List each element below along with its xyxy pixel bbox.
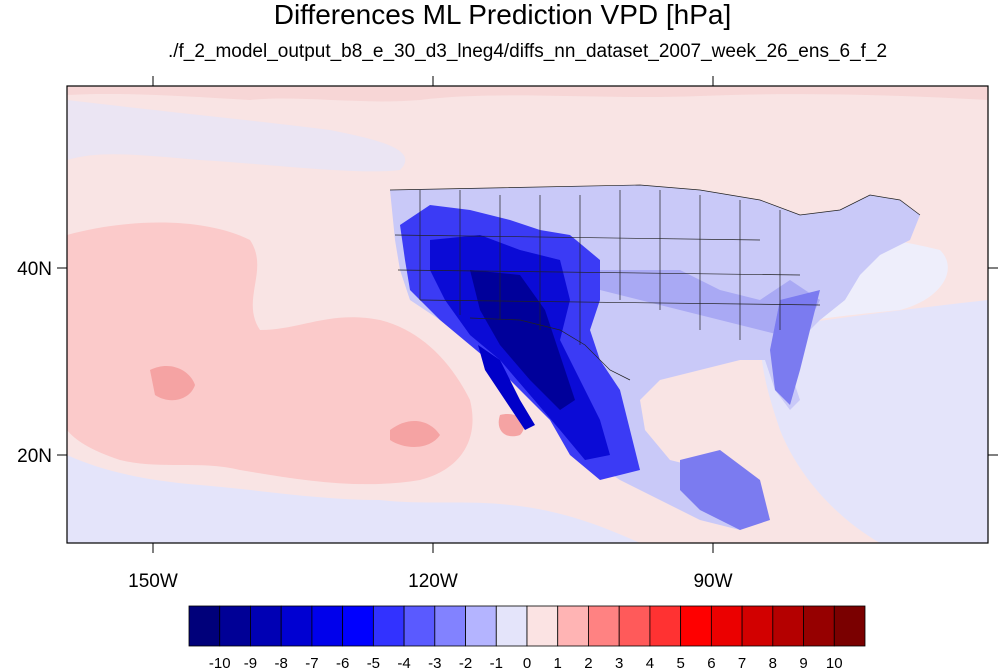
colorbar-label: 6: [707, 655, 715, 672]
vpd-difference-field: [67, 86, 988, 543]
colorbar-swatch: [741, 605, 774, 647]
colorbar-swatch: [772, 605, 804, 647]
light-blue-regions: [67, 455, 640, 543]
colorbar-swatch: [188, 605, 221, 647]
colorbar-swatch: [434, 605, 466, 647]
colorbar-swatch: [833, 605, 866, 647]
lon-label-90w: 90W: [693, 571, 732, 592]
map-title: Differences ML Prediction VPD [hPa]: [273, 0, 732, 30]
colorbar-label: -3: [428, 655, 441, 672]
political-borders: [389, 184, 921, 381]
colorbar-swatch: [372, 605, 405, 647]
colorbar: -10 -9 -8 -7 -6 -5 -4 -3 -2 -1 0 1 2 3 4 5 6 7 8 9 10: [188, 605, 866, 672]
lon-label-120w: 120W: [408, 571, 458, 592]
colorbar-swatch: [618, 605, 651, 647]
colorbar-swatch: [803, 605, 835, 647]
axis-ticks: [57, 76, 998, 553]
colorbar-swatch: [649, 605, 682, 647]
colorbar-label: 0: [523, 655, 531, 672]
colorbar-label: -5: [367, 655, 380, 672]
colorbar-label: -9: [244, 655, 257, 672]
colorbar-swatch: [465, 605, 497, 647]
colorbar-label: 9: [799, 655, 807, 672]
colorbar-label: -6: [336, 655, 349, 672]
colorbar-swatch: [557, 605, 589, 647]
lat-label-40n: 40N: [17, 259, 52, 280]
pacific-positive-region: [67, 222, 473, 485]
colorbar-swatch: [219, 605, 251, 647]
map-subtitle: ./f_2_model_output_b8_e_30_d3_lneg4/diff…: [167, 41, 888, 62]
colorbar-label: -7: [305, 655, 318, 672]
colorbar-swatch: [280, 605, 313, 647]
lat-label-20n: 20N: [17, 446, 52, 467]
colorbar-swatch: [342, 605, 374, 647]
colorbar-label: 3: [615, 655, 623, 672]
colorbar-swatch: [710, 605, 743, 647]
colorbar-label: -10: [209, 655, 231, 672]
colorbar-swatch: [526, 605, 559, 647]
colorbar-label: -2: [459, 655, 472, 672]
colorbar-swatch: [680, 605, 712, 647]
colorbar-label: -8: [275, 655, 288, 672]
colorbar-label: 5: [676, 655, 684, 672]
colorbar-label: 1: [554, 655, 562, 672]
colorbar-label: 10: [826, 655, 843, 672]
colorbar-swatch: [403, 605, 436, 647]
colorbar-label: -4: [397, 655, 410, 672]
colorbar-label: 7: [738, 655, 746, 672]
colorbar-label: 8: [769, 655, 777, 672]
colorbar-label: -1: [490, 655, 503, 672]
colorbar-label: 2: [584, 655, 592, 672]
colorbar-swatch: [250, 605, 282, 647]
colorbar-label: 4: [646, 655, 654, 672]
colorbar-swatch: [311, 605, 344, 647]
lon-label-150w: 150W: [128, 571, 178, 592]
colorbar-swatch: [495, 605, 528, 647]
map-frame: [66, 85, 989, 544]
colorbar-swatch: [588, 605, 620, 647]
